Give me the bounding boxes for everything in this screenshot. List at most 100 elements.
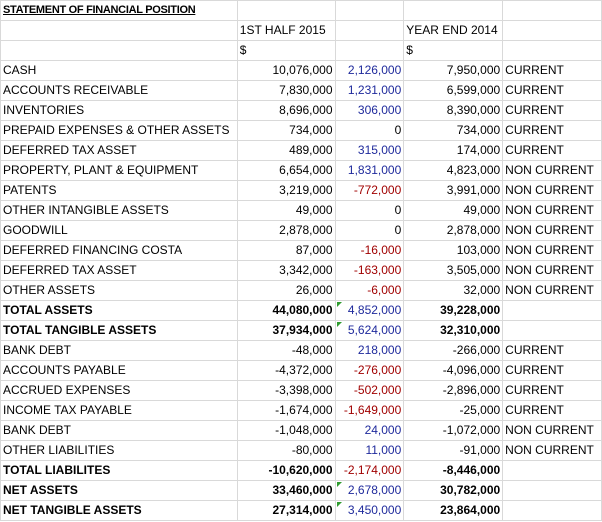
classification-label[interactable]: CURRENT — [502, 400, 602, 421]
value-1st-half-2015[interactable]: 33,460,000 — [236, 480, 336, 501]
change-value[interactable]: 24,000 — [334, 420, 405, 441]
value-year-end-2014[interactable]: 49,000 — [403, 200, 504, 221]
change-value[interactable]: 5,624,000 — [334, 320, 405, 341]
value-year-end-2014[interactable]: 4,823,000 — [403, 160, 504, 181]
empty-cell[interactable] — [0, 20, 238, 41]
row-label[interactable]: DEFERRED TAX ASSET — [0, 140, 238, 161]
empty-cell[interactable] — [334, 40, 405, 61]
change-value[interactable]: 306,000 — [334, 100, 405, 121]
classification-label[interactable]: CURRENT — [502, 360, 602, 381]
classification-label[interactable]: CURRENT — [502, 120, 602, 141]
value-year-end-2014[interactable]: 734,000 — [403, 120, 504, 141]
classification-label[interactable]: NON CURRENT — [502, 220, 602, 241]
currency-symbol-3[interactable]: $ — [403, 40, 504, 61]
value-year-end-2014[interactable]: 2,878,000 — [403, 220, 504, 241]
value-year-end-2014[interactable]: -25,000 — [403, 400, 504, 421]
row-label[interactable]: ACCOUNTS PAYABLE — [0, 360, 238, 381]
value-1st-half-2015[interactable]: 6,654,000 — [236, 160, 336, 181]
value-1st-half-2015[interactable]: -48,000 — [236, 340, 336, 361]
value-year-end-2014[interactable]: 30,782,000 — [403, 480, 504, 501]
row-label[interactable]: TOTAL TANGIBLE ASSETS — [0, 320, 238, 341]
change-value[interactable]: -1,649,000 — [334, 400, 405, 421]
value-year-end-2014[interactable]: -4,096,000 — [403, 360, 504, 381]
value-1st-half-2015[interactable]: -4,372,000 — [236, 360, 336, 381]
row-label[interactable]: ACCRUED EXPENSES — [0, 380, 238, 401]
empty-cell[interactable] — [502, 20, 602, 41]
value-year-end-2014[interactable]: 7,950,000 — [403, 60, 504, 81]
change-value[interactable]: 0 — [334, 200, 405, 221]
row-label[interactable]: BANK DEBT — [0, 420, 238, 441]
classification-label[interactable]: CURRENT — [502, 340, 602, 361]
change-value[interactable]: -6,000 — [334, 280, 405, 301]
row-label[interactable]: DEFERRED FINANCING COSTA — [0, 240, 238, 261]
empty-cell[interactable] — [403, 0, 504, 21]
classification-label[interactable]: CURRENT — [502, 100, 602, 121]
value-year-end-2014[interactable]: -2,896,000 — [403, 380, 504, 401]
row-label[interactable]: PATENTS — [0, 180, 238, 201]
value-1st-half-2015[interactable]: 734,000 — [236, 120, 336, 141]
change-value[interactable]: 315,000 — [334, 140, 405, 161]
classification-label[interactable]: NON CURRENT — [502, 200, 602, 221]
classification-label[interactable]: CURRENT — [502, 380, 602, 401]
change-value[interactable]: 0 — [334, 120, 405, 141]
change-value[interactable]: -276,000 — [334, 360, 405, 381]
value-1st-half-2015[interactable]: 26,000 — [236, 280, 336, 301]
change-value[interactable]: -16,000 — [334, 240, 405, 261]
empty-cell[interactable] — [502, 40, 602, 61]
currency-symbol-1[interactable]: $ — [236, 40, 336, 61]
value-year-end-2014[interactable]: 39,228,000 — [403, 300, 504, 321]
value-1st-half-2015[interactable]: 87,000 — [236, 240, 336, 261]
change-value[interactable]: 218,000 — [334, 340, 405, 361]
value-1st-half-2015[interactable]: 7,830,000 — [236, 80, 336, 101]
change-value[interactable]: -163,000 — [334, 260, 405, 281]
row-label[interactable]: OTHER LIABILITIES — [0, 440, 238, 461]
row-label[interactable]: BANK DEBT — [0, 340, 238, 361]
value-year-end-2014[interactable]: 32,000 — [403, 280, 504, 301]
classification-label[interactable]: NON CURRENT — [502, 440, 602, 461]
value-1st-half-2015[interactable]: 37,934,000 — [236, 320, 336, 341]
value-1st-half-2015[interactable]: -10,620,000 — [236, 460, 336, 481]
classification-label[interactable] — [502, 460, 602, 481]
value-year-end-2014[interactable]: 174,000 — [403, 140, 504, 161]
value-1st-half-2015[interactable]: -1,048,000 — [236, 420, 336, 441]
classification-label[interactable] — [502, 480, 602, 501]
value-1st-half-2015[interactable]: 8,696,000 — [236, 100, 336, 121]
value-1st-half-2015[interactable]: 44,080,000 — [236, 300, 336, 321]
change-value[interactable]: -2,174,000 — [334, 460, 405, 481]
classification-label[interactable]: NON CURRENT — [502, 180, 602, 201]
value-1st-half-2015[interactable]: 3,219,000 — [236, 180, 336, 201]
classification-label[interactable]: NON CURRENT — [502, 280, 602, 301]
change-value[interactable]: 1,231,000 — [334, 80, 405, 101]
change-value[interactable]: 4,852,000 — [334, 300, 405, 321]
change-value[interactable]: 3,450,000 — [334, 500, 405, 521]
row-label[interactable]: PREPAID EXPENSES & OTHER ASSETS — [0, 120, 238, 141]
empty-cell[interactable] — [334, 20, 405, 41]
empty-cell[interactable] — [236, 0, 336, 21]
row-label[interactable]: NET TANGIBLE ASSETS — [0, 500, 238, 521]
value-year-end-2014[interactable]: 3,505,000 — [403, 260, 504, 281]
value-1st-half-2015[interactable]: 10,076,000 — [236, 60, 336, 81]
classification-label[interactable] — [502, 500, 602, 521]
classification-label[interactable]: CURRENT — [502, 80, 602, 101]
row-label[interactable]: DEFERRED TAX ASSET — [0, 260, 238, 281]
change-value[interactable]: 2,126,000 — [334, 60, 405, 81]
classification-label[interactable]: NON CURRENT — [502, 420, 602, 441]
change-value[interactable]: -502,000 — [334, 380, 405, 401]
row-label[interactable]: INVENTORIES — [0, 100, 238, 121]
change-value[interactable]: 0 — [334, 220, 405, 241]
value-year-end-2014[interactable]: 8,390,000 — [403, 100, 504, 121]
row-label[interactable]: INCOME TAX PAYABLE — [0, 400, 238, 421]
value-1st-half-2015[interactable]: -80,000 — [236, 440, 336, 461]
change-value[interactable]: 1,831,000 — [334, 160, 405, 181]
row-label[interactable]: CASH — [0, 60, 238, 81]
value-1st-half-2015[interactable]: 3,342,000 — [236, 260, 336, 281]
row-label[interactable]: NET ASSETS — [0, 480, 238, 501]
row-label[interactable]: ACCOUNTS RECEIVABLE — [0, 80, 238, 101]
classification-label[interactable]: NON CURRENT — [502, 260, 602, 281]
classification-label[interactable]: NON CURRENT — [502, 240, 602, 261]
classification-label[interactable] — [502, 320, 602, 341]
statement-title[interactable]: STATEMENT OF FINANCIAL POSITION — [0, 0, 238, 21]
value-year-end-2014[interactable]: 3,991,000 — [403, 180, 504, 201]
value-year-end-2014[interactable]: -91,000 — [403, 440, 504, 461]
value-year-end-2014[interactable]: 23,864,000 — [403, 500, 504, 521]
